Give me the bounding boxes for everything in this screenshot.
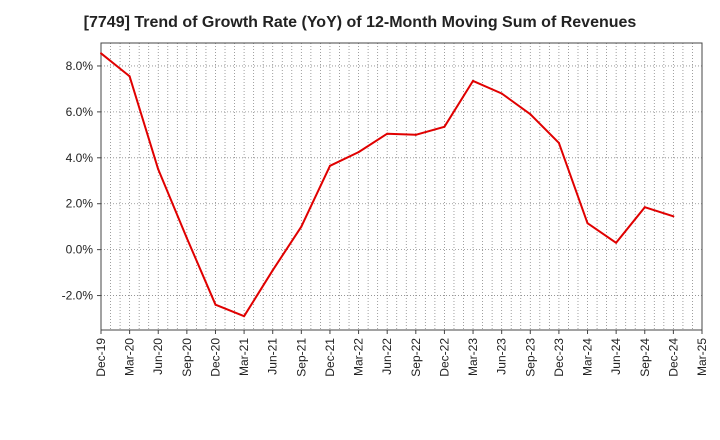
data-point — [157, 168, 160, 171]
y-tick-label: 8.0% — [66, 59, 94, 73]
data-point — [414, 133, 417, 136]
chart-title: [7749] Trend of Growth Rate (YoY) of 12-… — [83, 14, 637, 31]
x-tick-label: Mar-22 — [352, 338, 366, 376]
x-tick-label: Sep-22 — [409, 338, 423, 377]
x-tick-label: Sep-24 — [638, 338, 652, 377]
data-point — [243, 315, 246, 318]
data-point — [300, 225, 303, 228]
x-tick-label: Dec-22 — [437, 338, 451, 377]
plot-frame — [100, 42, 703, 331]
data-point — [185, 237, 188, 240]
x-tick-label: Jun-24 — [609, 338, 623, 375]
x-tick-label: Dec-20 — [208, 338, 222, 377]
data-point — [128, 75, 131, 78]
x-tick-label: Jun-22 — [380, 338, 394, 375]
data-point — [643, 206, 646, 209]
x-tick-label: Sep-20 — [180, 338, 194, 377]
x-tick-label: Mar-24 — [581, 338, 595, 376]
data-point — [557, 141, 560, 144]
data-point — [271, 269, 274, 272]
x-tick-label: Dec-21 — [323, 338, 337, 377]
x-tick-label: Sep-23 — [523, 338, 537, 377]
x-tick-label: Jun-21 — [266, 338, 280, 375]
x-tick-label: Jun-20 — [151, 338, 165, 375]
plot-area — [101, 43, 702, 330]
data-point — [472, 79, 475, 82]
data-point — [357, 151, 360, 154]
x-tick-label: Mar-20 — [123, 338, 137, 376]
data-point — [615, 241, 618, 244]
y-tick-label: 4.0% — [66, 151, 94, 165]
y-tick-label: 6.0% — [66, 105, 94, 119]
x-tick-label: Mar-23 — [466, 338, 480, 376]
data-point — [672, 215, 675, 218]
y-tick-label: -2.0% — [62, 289, 94, 303]
x-tick-label: Dec-23 — [552, 338, 566, 377]
y-tick-label: 2.0% — [66, 197, 94, 211]
x-tick-label: Dec-24 — [666, 338, 680, 377]
data-point — [214, 303, 217, 306]
x-tick-label: Mar-21 — [237, 338, 251, 376]
x-tick-label: Dec-19 — [94, 338, 108, 377]
data-point — [386, 132, 389, 135]
x-tick-label: Mar-25 — [695, 338, 709, 376]
data-point — [500, 92, 503, 95]
data-point — [328, 164, 331, 167]
data-point — [586, 222, 589, 225]
x-tick-label: Sep-21 — [294, 338, 308, 377]
data-point — [443, 125, 446, 128]
y-tick-label: 0.0% — [66, 243, 94, 257]
data-point — [100, 52, 102, 55]
x-tick-label: Jun-23 — [495, 338, 509, 375]
data-point — [529, 113, 532, 116]
